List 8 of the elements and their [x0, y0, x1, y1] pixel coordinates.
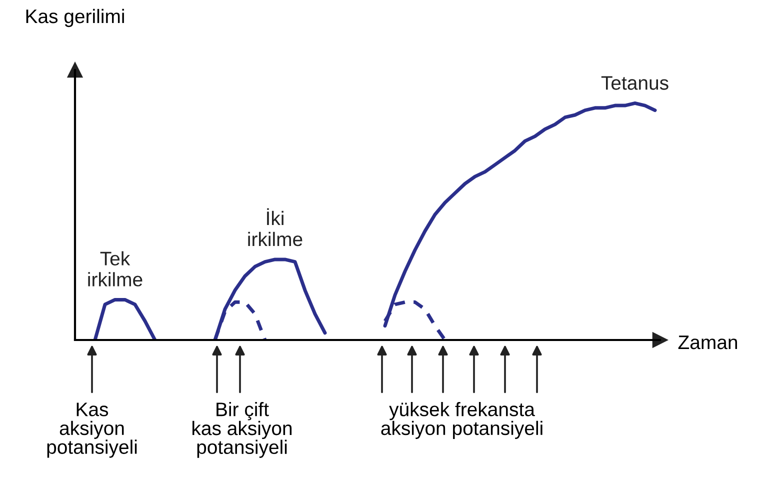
series-label: İki irkilme: [248, 208, 302, 246]
text: yüksek frekansta aksiyon potansiyeli: [381, 402, 542, 439]
series-label: Tetanus: [601, 76, 668, 90]
text: Kas aksiyon potansiyeli: [47, 402, 137, 458]
series-label: Tek irkilme: [88, 251, 142, 286]
y-axis-title: Kas gerilimi: [26, 8, 124, 28]
text: Bir çift kas aksiyon potansiyeli: [192, 402, 292, 458]
x-axis-title: Zaman: [678, 336, 737, 350]
